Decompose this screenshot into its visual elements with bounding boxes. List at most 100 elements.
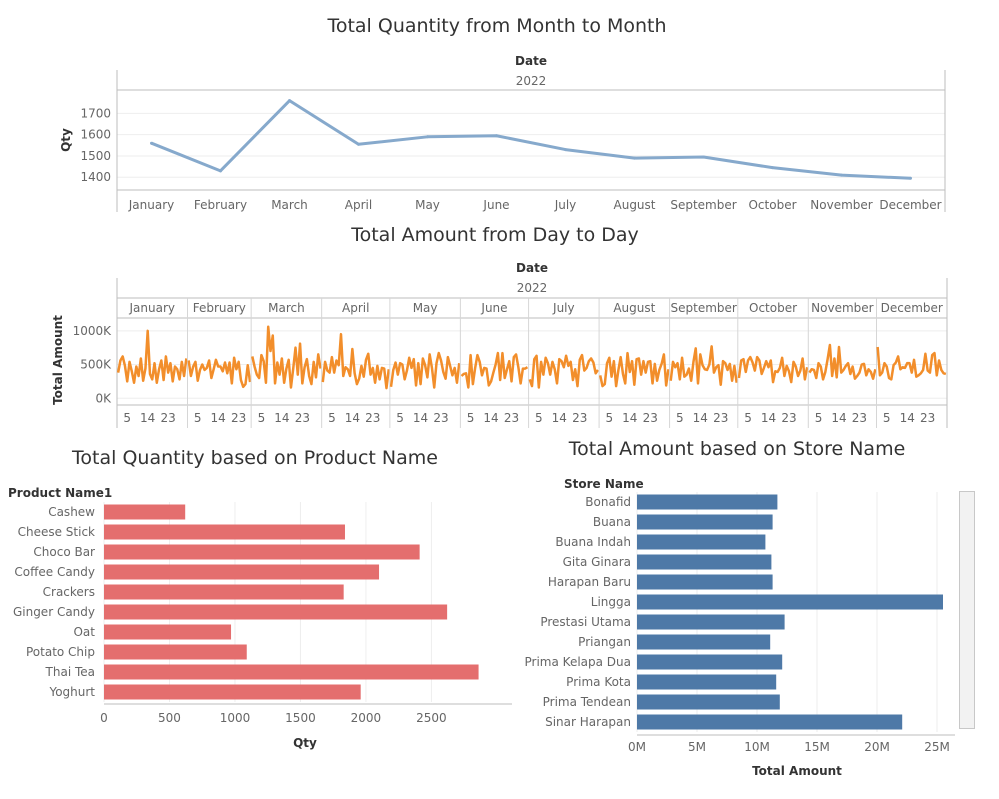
monthly-header-value: 2022 bbox=[516, 74, 547, 88]
store-x-tick: 15M bbox=[804, 740, 830, 754]
daily-header-label: Date bbox=[516, 261, 548, 275]
daily-month-label: June bbox=[480, 301, 507, 315]
daily-x-tick: 14 bbox=[831, 411, 846, 425]
monthly-x-tick: May bbox=[415, 198, 440, 212]
daily-x-tick: 23 bbox=[504, 411, 519, 425]
daily-x-tick: 5 bbox=[258, 411, 266, 425]
daily-x-tick: 23 bbox=[781, 411, 796, 425]
daily-month-label: July bbox=[552, 301, 575, 315]
monthly-x-tick: August bbox=[614, 198, 656, 212]
monthly-point bbox=[564, 148, 567, 152]
daily-series-line bbox=[528, 353, 599, 389]
daily-x-tick: 14 bbox=[900, 411, 915, 425]
daily-header-value: 2022 bbox=[517, 281, 548, 295]
monthly-x-tick: November bbox=[810, 198, 872, 212]
store-bar bbox=[637, 714, 903, 730]
daily-x-tick: 5 bbox=[744, 411, 752, 425]
monthly-y-label: Qty bbox=[59, 128, 73, 152]
store-bar bbox=[637, 534, 766, 550]
store-category-label: Buana bbox=[593, 515, 631, 529]
product-bar bbox=[104, 644, 247, 660]
daily-x-tick: 5 bbox=[123, 411, 131, 425]
daily-x-tick: 5 bbox=[605, 411, 613, 425]
product-bar bbox=[104, 584, 344, 600]
store-bar bbox=[637, 634, 771, 650]
product-category-label: Coffee Candy bbox=[14, 565, 95, 579]
product-bar bbox=[104, 504, 186, 520]
product-category-label: Choco Bar bbox=[33, 545, 95, 559]
daily-x-tick: 14 bbox=[761, 411, 776, 425]
product-category-label: Ginger Candy bbox=[13, 605, 95, 619]
daily-month-label: March bbox=[268, 301, 305, 315]
product-bar bbox=[104, 684, 361, 700]
monthly-x-tick: April bbox=[345, 198, 372, 212]
store-bar bbox=[637, 674, 777, 690]
store-category-label: Prestasi Utama bbox=[540, 615, 631, 629]
monthly-y-tick: 1400 bbox=[80, 170, 111, 184]
store-row-header: Store Name bbox=[564, 477, 644, 491]
daily-series-line bbox=[876, 346, 947, 381]
store-x-tick: 5M bbox=[688, 740, 706, 754]
daily-x-tick: 23 bbox=[433, 411, 448, 425]
store-bar bbox=[637, 654, 783, 670]
store-bar bbox=[637, 594, 943, 610]
monthly-x-tick: February bbox=[194, 198, 247, 212]
daily-x-tick: 23 bbox=[643, 411, 658, 425]
product-bar bbox=[104, 544, 420, 560]
monthly-x-tick: January bbox=[128, 198, 175, 212]
daily-x-tick: 23 bbox=[365, 411, 380, 425]
chart-title-daily: Total Amount from Day to Day bbox=[351, 224, 639, 246]
monthly-point bbox=[219, 169, 222, 173]
daily-series-line bbox=[460, 351, 529, 389]
daily-y-tick: 0K bbox=[95, 391, 112, 405]
store-category-label: Bonafid bbox=[585, 495, 631, 509]
daily-x-tick: 5 bbox=[194, 411, 202, 425]
monthly-point bbox=[702, 155, 705, 159]
product-category-label: Oat bbox=[73, 625, 95, 639]
daily-x-tick: 5 bbox=[467, 411, 475, 425]
monthly-x-tick: December bbox=[879, 198, 941, 212]
store-category-label: Sinar Harapan bbox=[545, 715, 631, 729]
daily-series-line bbox=[808, 343, 877, 381]
daily-x-tick: 14 bbox=[413, 411, 428, 425]
product-bar bbox=[104, 564, 380, 580]
monthly-x-tick: June bbox=[482, 198, 509, 212]
store-x-tick: 25M bbox=[924, 740, 950, 754]
vertical-scrollbar[interactable] bbox=[959, 491, 975, 729]
daily-series-line bbox=[598, 351, 670, 388]
product-bar bbox=[104, 604, 448, 620]
store-x-tick: 20M bbox=[864, 740, 890, 754]
monthly-point bbox=[771, 166, 774, 170]
store-x-label: Total Amount bbox=[752, 764, 842, 778]
daily-x-tick: 23 bbox=[161, 411, 176, 425]
product-category-label: Crackers bbox=[43, 585, 95, 599]
daily-x-tick: 5 bbox=[328, 411, 336, 425]
monthly-x-tick: October bbox=[748, 198, 796, 212]
daily-x-tick: 23 bbox=[572, 411, 587, 425]
product-row-header: Product Name1 bbox=[8, 486, 112, 500]
monthly-point bbox=[633, 156, 636, 160]
store-x-tick: 10M bbox=[744, 740, 770, 754]
monthly-point bbox=[840, 173, 843, 177]
store-category-label: Prima Tendean bbox=[543, 695, 631, 709]
monthly-point bbox=[495, 134, 498, 138]
daily-series-line bbox=[187, 356, 252, 389]
product-bar bbox=[104, 664, 479, 680]
chart-title-monthly: Total Quantity from Month to Month bbox=[327, 15, 667, 37]
daily-x-tick: 14 bbox=[693, 411, 708, 425]
daily-month-label: February bbox=[193, 301, 246, 315]
daily-x-tick: 23 bbox=[231, 411, 246, 425]
daily-month-label: August bbox=[613, 301, 655, 315]
daily-month-label: November bbox=[811, 301, 873, 315]
daily-x-tick: 5 bbox=[883, 411, 891, 425]
daily-y-tick: 500K bbox=[80, 358, 112, 372]
daily-y-label: Total Amount bbox=[51, 315, 65, 405]
daily-series-line bbox=[321, 332, 390, 390]
store-bar bbox=[637, 494, 778, 510]
daily-month-label: January bbox=[128, 301, 175, 315]
product-x-tick: 0 bbox=[100, 711, 108, 725]
daily-y-tick: 1000K bbox=[73, 324, 113, 338]
daily-x-tick: 14 bbox=[483, 411, 498, 425]
product-category-label: Yoghurt bbox=[48, 685, 95, 699]
